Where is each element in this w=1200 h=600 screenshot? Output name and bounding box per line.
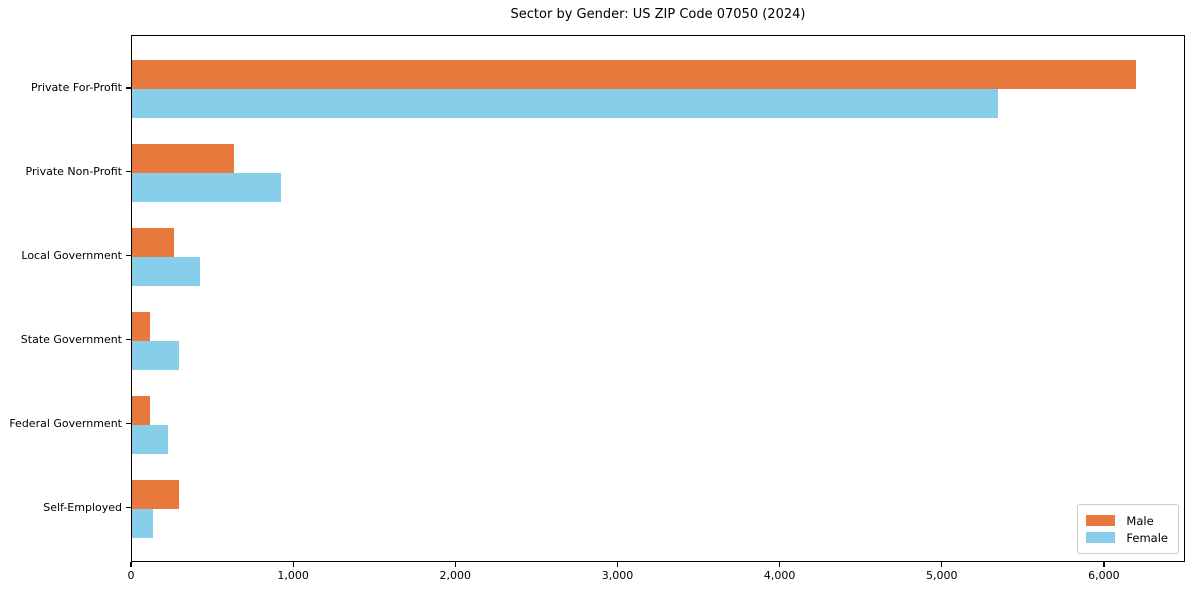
bar-male-private-for-profit	[132, 60, 1136, 89]
x-tick-mark	[616, 562, 619, 567]
x-tick-label: 0	[127, 569, 135, 582]
chart-title: Sector by Gender: US ZIP Code 07050 (202…	[510, 7, 806, 22]
bar-male-state-government	[132, 311, 150, 341]
y-tick-label: Private Non-Profit	[25, 164, 122, 178]
bar-male-local-government	[132, 227, 175, 257]
y-tick-label: Private For-Profit	[31, 81, 122, 94]
plot-area: Male Female	[131, 35, 1185, 562]
legend-swatch-female	[1086, 532, 1116, 543]
legend-item-male: Male	[1086, 512, 1168, 529]
x-tick-mark	[941, 562, 943, 567]
x-tick-mark	[779, 562, 781, 567]
bar-female-private-non-profit	[132, 172, 282, 202]
bar-male-self-employed	[132, 479, 180, 509]
y-tick-mark	[126, 506, 131, 509]
legend: Male Female	[1077, 504, 1179, 554]
x-tick-mark	[454, 562, 456, 567]
y-tick-mark	[126, 171, 131, 173]
bar-male-federal-government	[132, 395, 150, 425]
y-tick-label: State Government	[20, 332, 122, 346]
x-tick-label: 1,000	[277, 569, 309, 582]
x-tick-label: 5,000	[926, 569, 958, 582]
legend-label-male: Male	[1126, 513, 1154, 528]
bar-female-self-employed	[132, 508, 154, 538]
y-tick-mark	[126, 339, 131, 341]
bar-female-local-government	[132, 256, 201, 286]
x-tick-label: 2,000	[439, 569, 472, 582]
bar-female-private-for-profit	[132, 89, 998, 118]
x-tick-label: 6,000	[1088, 569, 1120, 582]
bar-female-state-government	[132, 340, 180, 370]
bar-female-federal-government	[132, 424, 168, 454]
legend-label-female: Female	[1126, 530, 1168, 545]
x-tick-mark	[1103, 562, 1105, 567]
legend-item-female: Female	[1086, 529, 1168, 546]
x-tick-mark	[130, 562, 132, 567]
x-tick-label: 4,000	[763, 569, 796, 582]
legend-swatch-male	[1086, 515, 1116, 526]
bar-male-private-non-profit	[132, 143, 235, 173]
x-tick-mark	[292, 562, 294, 567]
x-tick-label: 3,000	[601, 569, 634, 582]
y-tick-mark	[126, 255, 131, 257]
y-tick-mark	[126, 423, 131, 425]
y-tick-mark	[126, 87, 131, 89]
y-tick-label: Local Government	[21, 248, 122, 262]
y-tick-label: Federal Government	[9, 416, 122, 430]
y-tick-label: Self-Employed	[43, 500, 122, 514]
